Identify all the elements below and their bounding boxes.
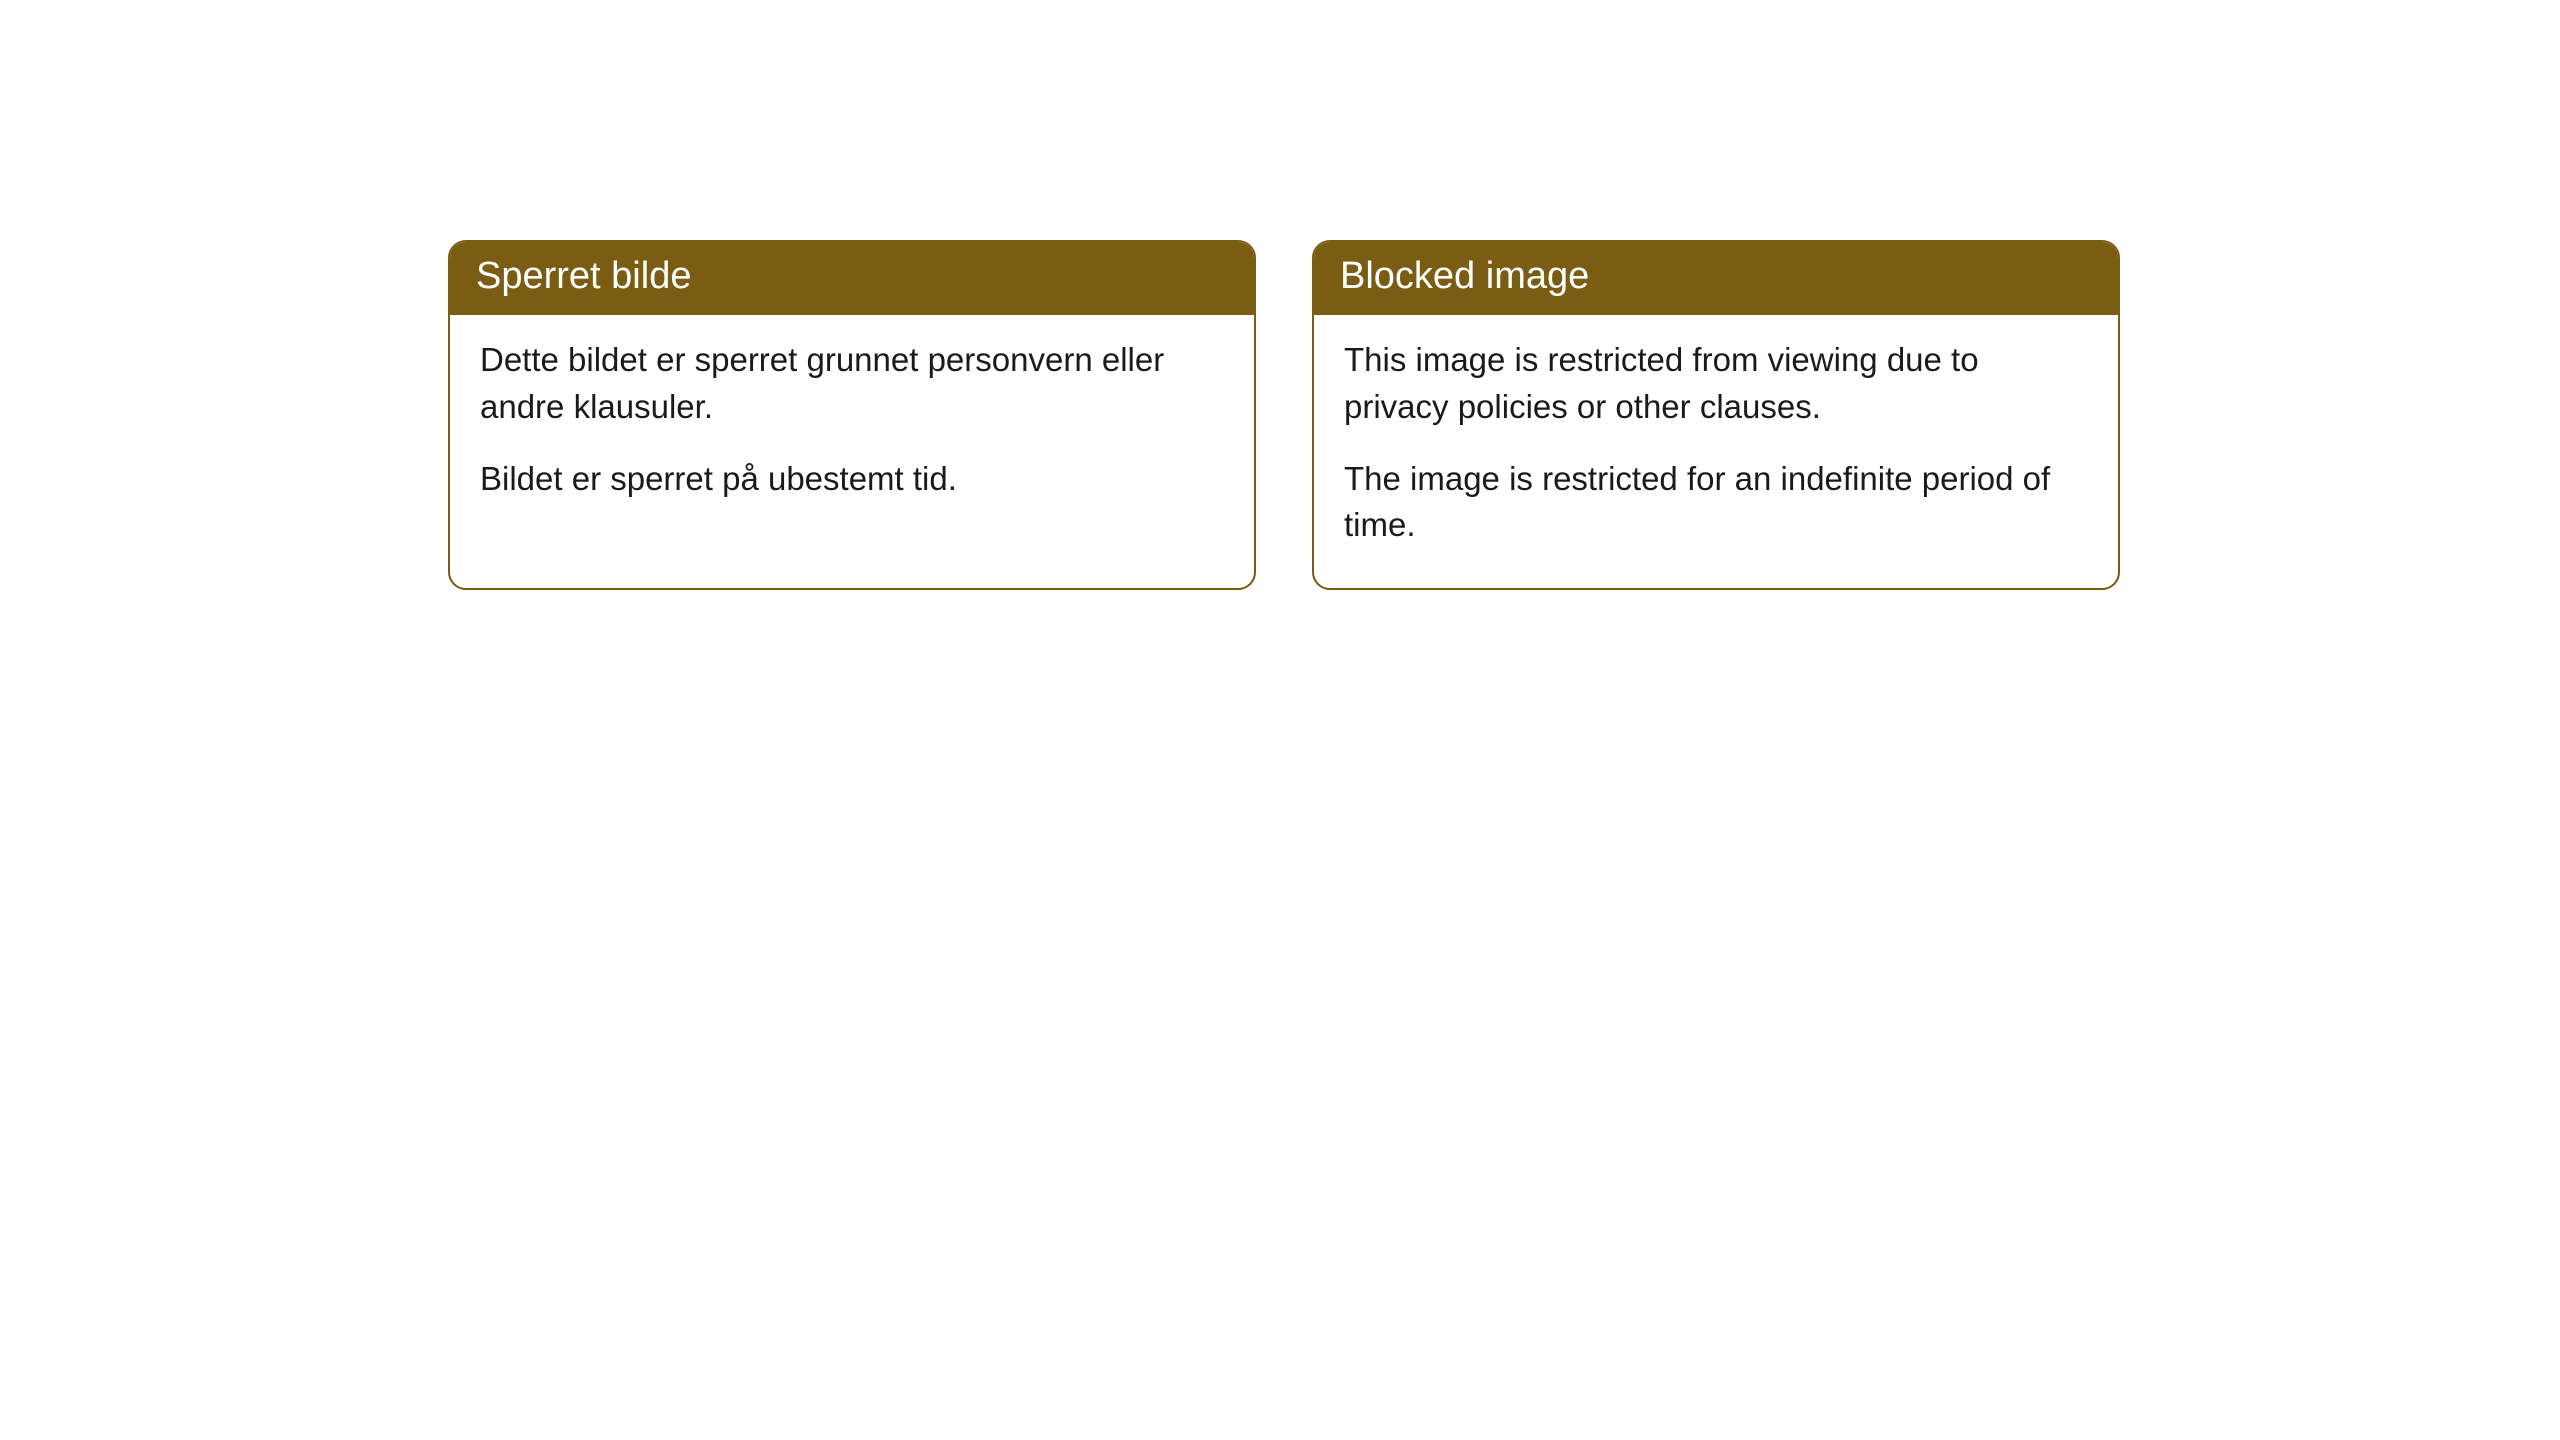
notice-cards-container: Sperret bilde Dette bildet er sperret gr… (448, 240, 2120, 590)
card-body: Dette bildet er sperret grunnet personve… (450, 315, 1254, 542)
blocked-image-card-en: Blocked image This image is restricted f… (1312, 240, 2120, 590)
card-paragraph: Dette bildet er sperret grunnet personve… (480, 337, 1224, 429)
card-paragraph: The image is restricted for an indefinit… (1344, 456, 2088, 548)
card-paragraph: This image is restricted from viewing du… (1344, 337, 2088, 429)
card-header: Blocked image (1314, 242, 2118, 315)
card-paragraph: Bildet er sperret på ubestemt tid. (480, 456, 1224, 502)
card-body: This image is restricted from viewing du… (1314, 315, 2118, 588)
card-header: Sperret bilde (450, 242, 1254, 315)
card-title: Blocked image (1340, 255, 1589, 297)
card-title: Sperret bilde (476, 255, 691, 297)
blocked-image-card-no: Sperret bilde Dette bildet er sperret gr… (448, 240, 1256, 590)
